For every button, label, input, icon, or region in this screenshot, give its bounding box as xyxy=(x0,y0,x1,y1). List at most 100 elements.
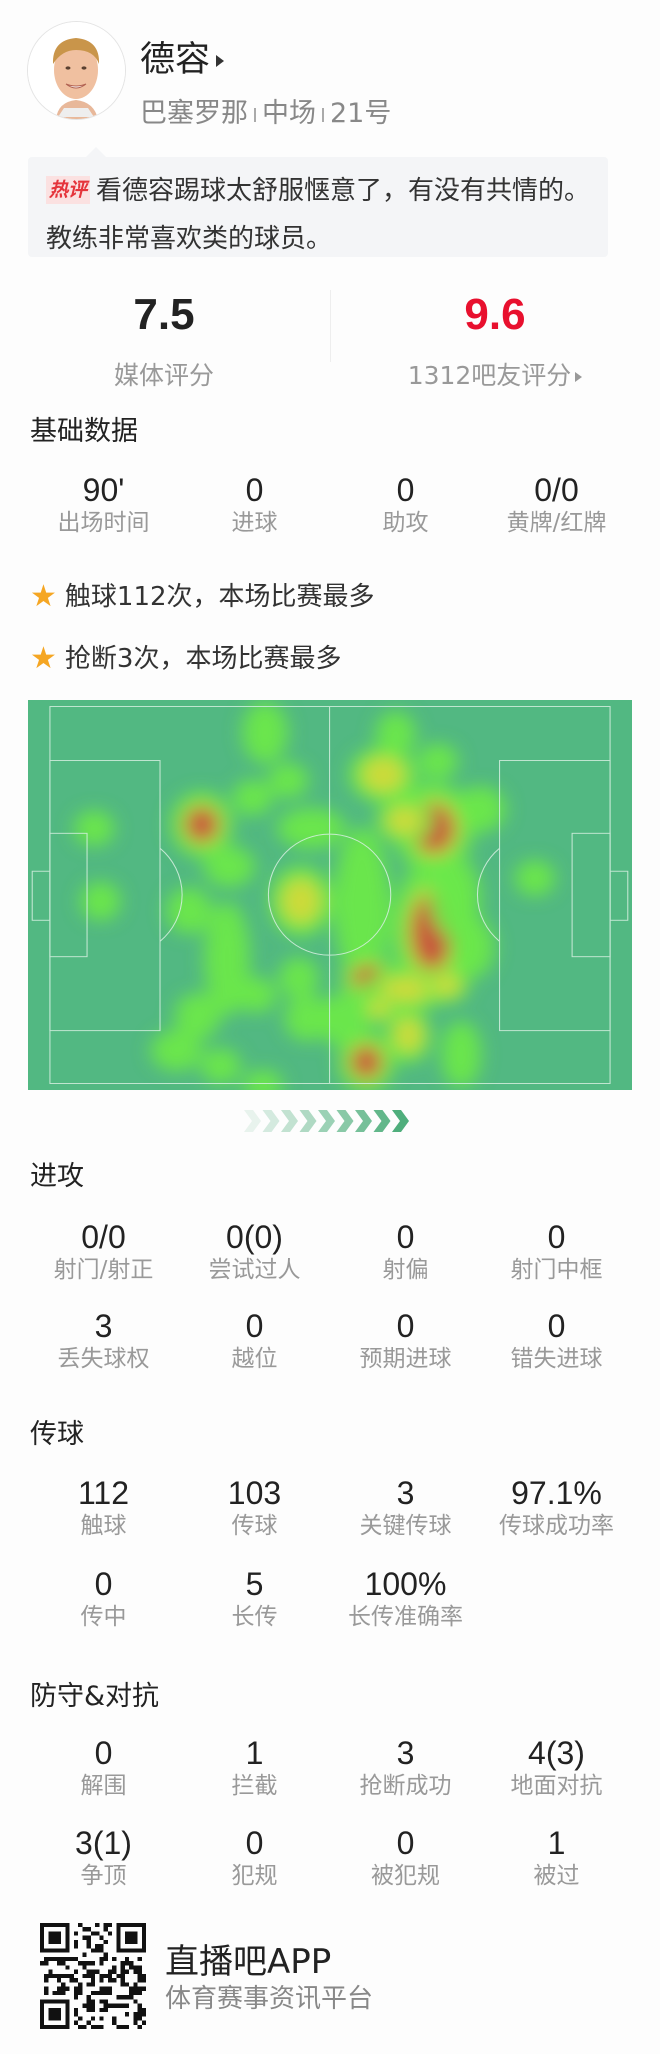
stat-value: 0 xyxy=(396,1825,415,1861)
stat-value: 1 xyxy=(547,1825,566,1861)
stat-value: 0 xyxy=(396,1219,415,1255)
hot-comment-tag: 热评 xyxy=(46,176,91,204)
stat-label: 出场时间 xyxy=(57,510,150,536)
stat-value: 0 xyxy=(245,1825,264,1861)
stat-cell: 3 关键传球 xyxy=(330,1475,481,1541)
heat-spot xyxy=(284,994,330,1042)
chevron-right-icon xyxy=(299,1110,317,1132)
stat-cell: 3 丢失球权 xyxy=(28,1308,179,1374)
stat-label: 射偏 xyxy=(382,1257,429,1283)
media-rating-label: 媒体评分 xyxy=(113,361,214,390)
stat-label: 越位 xyxy=(231,1346,278,1372)
chevron-right-icon xyxy=(355,1110,372,1132)
stat-cell: 0(0) 尝试过人 xyxy=(179,1219,330,1285)
stat-value: 0 xyxy=(396,1308,415,1344)
stat-cell: 97.1% 传球成功率 xyxy=(481,1475,632,1541)
defense-stats-row: 3(1) 争顶 0 犯规 0 被犯规 1 被过 xyxy=(28,1825,632,1891)
heat-spot xyxy=(515,860,555,897)
defense-stats-row: 0 解围 1 拦截 3 抢断成功 4(3) 地面对抗 xyxy=(28,1735,632,1801)
stat-label: 长传准确率 xyxy=(348,1604,463,1630)
stat-value: 3 xyxy=(396,1475,415,1511)
stat-minutes: 90' 出场时间 xyxy=(28,472,179,538)
heat-spot xyxy=(278,957,319,999)
stat-value: 3 xyxy=(396,1735,415,1771)
stat-cell: 0 解围 xyxy=(28,1735,179,1801)
stat-value: 4(3) xyxy=(528,1735,585,1771)
stat-label: 预期进球 xyxy=(359,1346,452,1372)
heat-spot xyxy=(236,976,277,1014)
heat-spot xyxy=(80,881,121,921)
heat-layer xyxy=(74,701,555,1101)
stat-assists: 0 助攻 xyxy=(330,472,481,538)
basic-stats-row: 90' 出场时间 0 进球 0 助攻 0/0 黄牌/红牌 xyxy=(28,472,632,538)
stat-cell: 3 抢断成功 xyxy=(330,1735,481,1801)
stat-label: 犯规 xyxy=(231,1863,278,1889)
heat-spot xyxy=(333,827,391,983)
stat-value: 103 xyxy=(227,1475,282,1511)
heat-spot xyxy=(379,976,438,1003)
stat-label: 争顶 xyxy=(80,1863,127,1889)
stat-cards: 0/0 黄牌/红牌 xyxy=(481,472,632,538)
heat-spot xyxy=(268,762,309,799)
stat-cell: 0 被犯规 xyxy=(330,1825,481,1891)
stat-label: 错失进球 xyxy=(510,1346,603,1372)
player-name-link[interactable]: 德容 xyxy=(140,38,225,82)
fan-rating[interactable]: 9.6 1312吧友评分 xyxy=(345,290,645,392)
hot-comment-box[interactable]: 热评 看德容踢球太舒服惬意了，有没有共情的。教练非常喜欢类的球员。 xyxy=(28,147,608,257)
chevron-right-icon xyxy=(318,1110,335,1132)
stat-value: 3 xyxy=(94,1308,113,1344)
expand-heatmap-arrows[interactable] xyxy=(244,1108,418,1134)
stat-cell: 112 触球 xyxy=(28,1475,179,1541)
stat-value: 90' xyxy=(82,472,125,508)
stat-cell: 0 射偏 xyxy=(330,1219,481,1285)
player-position: 中场 xyxy=(262,98,316,129)
chevron-right-icon xyxy=(244,1110,261,1132)
stat-value: 1 xyxy=(245,1735,264,1771)
heat-spot xyxy=(203,845,255,888)
heat-spot xyxy=(418,743,458,780)
stat-label: 被犯规 xyxy=(371,1863,440,1889)
stat-value: 0/0 xyxy=(534,472,579,508)
caret-right-icon xyxy=(216,55,225,67)
stat-goals: 0 进球 xyxy=(179,472,330,538)
passing-stats-row: 112 触球 103 传球 3 关键传球 97.1% 传球成功率 xyxy=(28,1475,632,1541)
stat-label: 抢断成功 xyxy=(359,1773,452,1799)
stat-value: 0 xyxy=(245,1308,264,1344)
heatmap-pitch xyxy=(28,700,632,1101)
stat-cell: 5 长传 xyxy=(179,1566,330,1632)
heat-spot xyxy=(361,756,405,793)
player-photo xyxy=(28,22,125,119)
star-icon: ★ xyxy=(30,579,57,614)
stat-label: 地面对抗 xyxy=(510,1773,603,1799)
player-avatar[interactable] xyxy=(27,21,126,120)
media-rating: 7.5 媒体评分 xyxy=(14,290,314,392)
heat-spot xyxy=(74,810,115,847)
stat-value: 3(1) xyxy=(75,1825,132,1861)
stat-value: 0 xyxy=(547,1219,566,1255)
media-rating-value: 7.5 xyxy=(133,290,195,339)
stat-label: 长传 xyxy=(231,1604,278,1630)
qr-code xyxy=(40,1923,146,2029)
separator xyxy=(322,107,324,122)
section-title-basic: 基础数据 xyxy=(30,416,138,447)
stat-label: 关键传球 xyxy=(359,1513,452,1539)
stat-label: 射门中框 xyxy=(510,1257,603,1283)
stat-value: 100% xyxy=(364,1566,447,1602)
stat-value: 112 xyxy=(77,1475,129,1511)
stat-value: 0/0 xyxy=(81,1219,126,1255)
section-title-defense: 防守&对抗 xyxy=(30,1681,160,1712)
heat-spot xyxy=(368,998,390,1019)
highlight-text: 触球112次，本场比赛最多 xyxy=(64,582,375,612)
stat-cell: 0 犯规 xyxy=(179,1825,330,1891)
stat-cell: 3(1) 争顶 xyxy=(28,1825,179,1891)
heat-spot xyxy=(394,1017,423,1054)
heat-spot xyxy=(448,916,495,979)
stat-value: 0 xyxy=(94,1735,113,1771)
stat-cell: 1 被过 xyxy=(481,1825,632,1891)
rating-divider xyxy=(330,290,331,362)
stat-cell: 103 传球 xyxy=(179,1475,330,1541)
stat-cell: 0 传中 xyxy=(28,1566,179,1632)
stat-label: 传球 xyxy=(231,1513,278,1539)
stat-value: 0 xyxy=(245,472,264,508)
stat-label: 传球成功率 xyxy=(499,1513,614,1539)
